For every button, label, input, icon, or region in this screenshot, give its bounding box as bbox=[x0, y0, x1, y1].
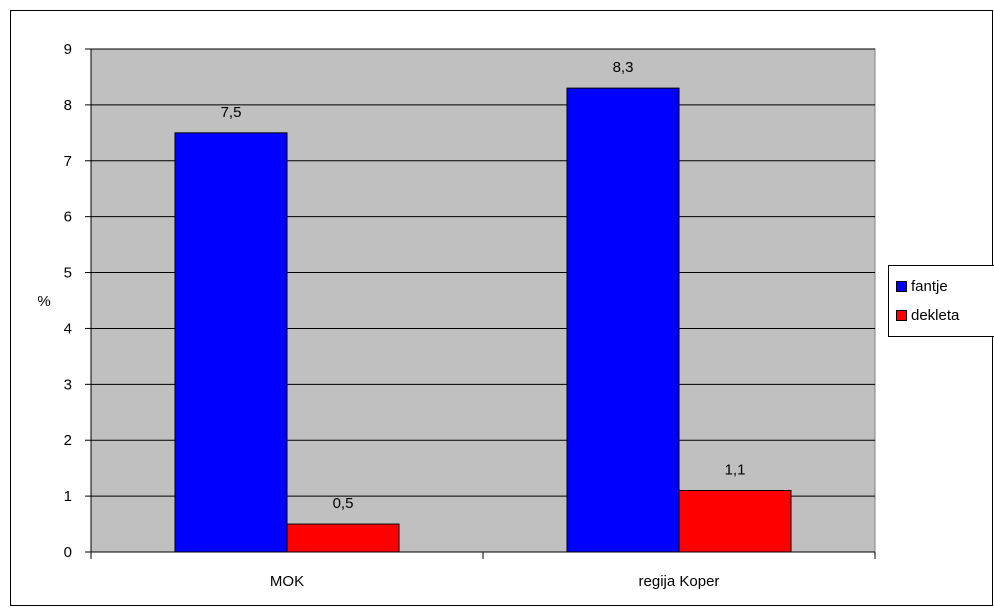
y-tick-label: 1 bbox=[64, 488, 72, 505]
y-axis-label: % bbox=[37, 293, 50, 310]
legend-label-dekleta: dekleta bbox=[911, 307, 960, 324]
y-tick-label: 0 bbox=[64, 544, 72, 561]
legend-item-fantje: fantje bbox=[896, 278, 948, 295]
data-label-dekleta-1: 1,1 bbox=[725, 462, 746, 479]
legend-swatch-fantje bbox=[896, 281, 907, 292]
legend-label-fantje: fantje bbox=[911, 278, 948, 295]
x-tick-label: MOK bbox=[270, 573, 304, 590]
y-tick-label: 9 bbox=[64, 41, 72, 58]
bar-fantje-0 bbox=[174, 132, 288, 553]
bars bbox=[174, 87, 792, 553]
data-label-fantje-0: 7,5 bbox=[221, 104, 242, 121]
y-tick-label: 5 bbox=[64, 265, 72, 282]
legend-item-dekleta: dekleta bbox=[896, 307, 959, 324]
y-tick-label: 2 bbox=[64, 432, 72, 449]
data-label-fantje-1: 8,3 bbox=[613, 59, 634, 76]
y-tick-label: 3 bbox=[64, 376, 72, 393]
y-tick-label: 6 bbox=[64, 209, 72, 226]
bar-dekleta-0 bbox=[286, 523, 400, 553]
y-tick-label: 8 bbox=[64, 97, 72, 114]
bar-dekleta-1 bbox=[678, 490, 792, 553]
x-tick-label: regija Koper bbox=[639, 573, 720, 590]
bar-fantje-1 bbox=[566, 87, 680, 553]
legend-swatch-dekleta bbox=[896, 310, 907, 321]
legend: fantje dekleta bbox=[888, 265, 994, 337]
labels: 7,5 0,5 MOK 8,3 1,1 regija Koper 0 1 2 3 4 5 6 7 8 9 bbox=[64, 41, 746, 590]
y-tick-label: 4 bbox=[64, 320, 72, 337]
data-label-dekleta-0: 0,5 bbox=[333, 495, 354, 512]
y-tick-label: 7 bbox=[64, 153, 72, 170]
axes bbox=[85, 48, 876, 559]
